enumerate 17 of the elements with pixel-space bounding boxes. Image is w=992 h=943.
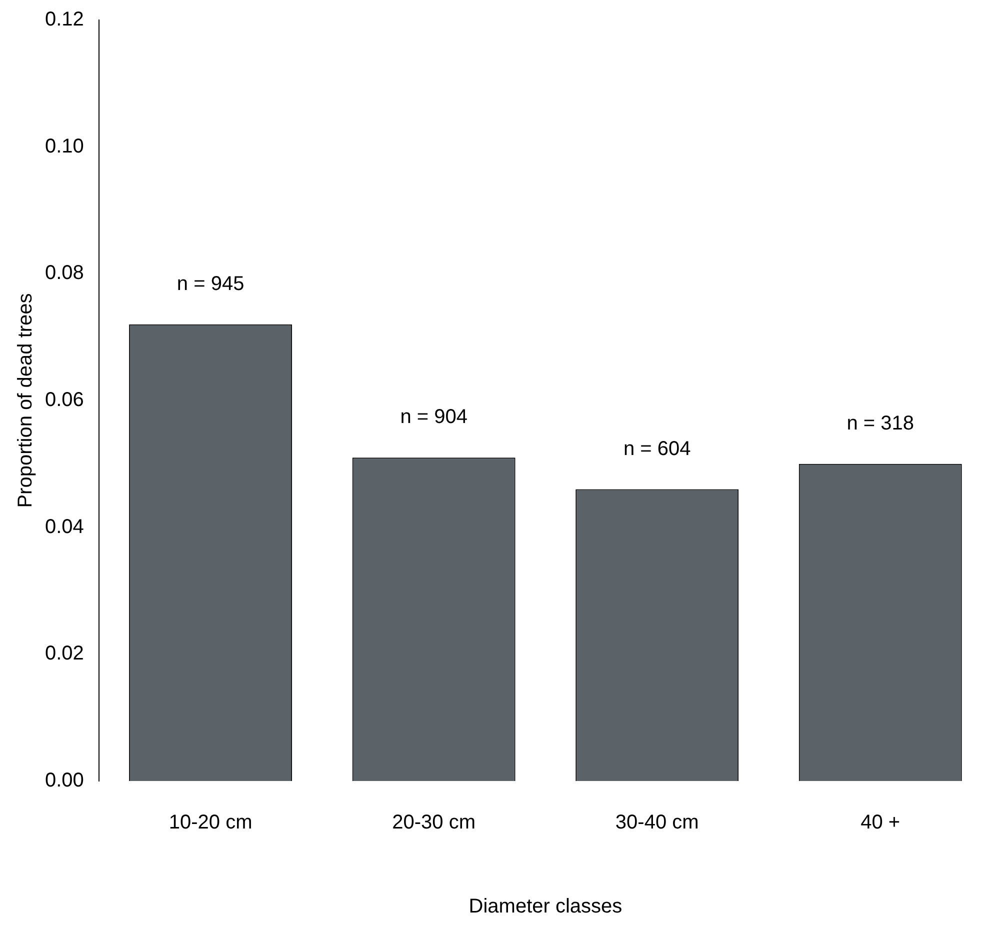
- x-tick-label: 10-20 cm: [168, 812, 252, 834]
- annotation: n = 904: [400, 406, 468, 428]
- y-tick-label: 0.10: [44, 135, 84, 158]
- x-tick-label: 20-30 cm: [392, 812, 476, 834]
- y-axis-title: Proportion of dead trees: [14, 293, 37, 508]
- y-tick-label: 0.02: [44, 642, 84, 665]
- y-tick-label: 0.04: [44, 516, 84, 538]
- y-tick-label: 0.06: [44, 389, 84, 412]
- annotation: n = 945: [176, 272, 244, 295]
- annotation: n = 318: [846, 412, 914, 434]
- x-axis-title: Diameter classes: [468, 896, 622, 918]
- annotation: n = 604: [623, 438, 691, 460]
- x-tick-label: 40 +: [860, 812, 900, 834]
- y-tick-label: 0.08: [44, 262, 84, 284]
- x-tick-label: 30-40 cm: [615, 812, 699, 834]
- y-tick-label: 0.00: [44, 770, 84, 792]
- y-tick-label: 0.12: [44, 8, 84, 31]
